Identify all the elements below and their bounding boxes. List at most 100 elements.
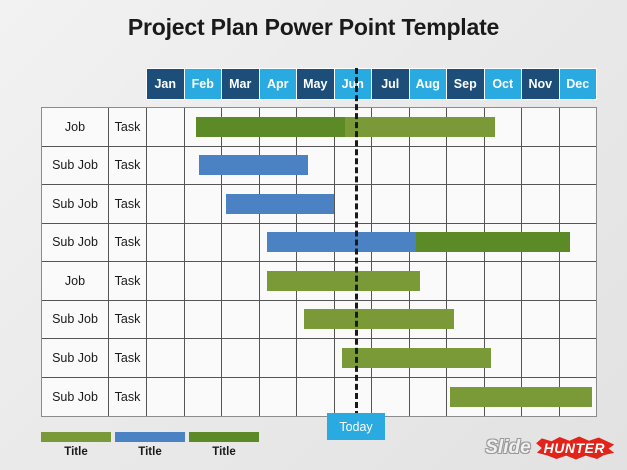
gridline-cell [560, 339, 597, 377]
gridline-cell [410, 146, 447, 184]
timeline-cell [147, 223, 596, 261]
gridline-cell [147, 377, 185, 416]
table-row[interactable]: Sub Job Task [42, 146, 596, 185]
legend-item[interactable]: Title [41, 432, 111, 458]
page-title: Project Plan Power Point Template [127, 14, 500, 40]
gridline-cell [185, 185, 222, 223]
gantt-bar-segment [345, 116, 495, 137]
timeline-cell [147, 377, 596, 416]
timeline-cell [147, 300, 597, 339]
legend-swatch [115, 432, 185, 442]
gridline-cell [147, 185, 185, 223]
gridline-cell [147, 223, 185, 261]
legend-item[interactable]: Title [115, 432, 185, 458]
gridline-cell [522, 262, 560, 300]
gridline-cell [485, 146, 522, 184]
legend-item[interactable]: Title [189, 432, 259, 458]
gridline-cell [297, 146, 335, 184]
month-cell-aug[interactable]: Aug [409, 68, 447, 100]
gantt-grid: Job Task Sub Job Task Sub Job Task Sub Job Task… [41, 107, 597, 417]
gridline-cell [485, 108, 522, 146]
gantt-bar-segment [304, 309, 454, 330]
month-cell-mar[interactable]: Mar [222, 68, 260, 100]
gridline-cell [335, 377, 372, 416]
legend-label: Title [138, 446, 162, 458]
gridline-cell [260, 300, 297, 338]
gridline-cell [485, 339, 522, 377]
table-row[interactable]: Sub Job Task [42, 339, 596, 378]
month-cell-jun[interactable]: Jun [334, 68, 372, 100]
gridline-cell [147, 262, 185, 300]
gantt-bar[interactable] [225, 193, 335, 214]
gridline-cell [522, 108, 560, 146]
gridline-cell [297, 377, 335, 416]
table-row[interactable]: Sub Job Task [42, 377, 596, 416]
timeline-cell [147, 339, 596, 377]
gridline-cell [560, 185, 597, 223]
job-cell: Sub Job [42, 185, 109, 223]
gridline-cell [560, 262, 597, 300]
gantt-bar[interactable] [266, 232, 570, 253]
task-cell: Task [109, 185, 147, 223]
gridline-cell [260, 377, 297, 416]
gridline-cell [372, 377, 410, 416]
gridline-cell [560, 108, 597, 146]
gantt-bar[interactable] [304, 309, 454, 330]
gridline-cell [560, 301, 597, 339]
task-cell: Task [109, 377, 147, 416]
month-cell-nov[interactable]: Nov [522, 68, 560, 100]
month-cell-dec[interactable]: Dec [559, 68, 597, 100]
gridline-cell [185, 300, 222, 338]
table-row[interactable]: Sub Job Task [42, 185, 596, 224]
job-cell: Sub Job [42, 300, 109, 338]
gridline-cell [522, 146, 560, 184]
gridline-cell [147, 300, 185, 338]
gridline-cell [522, 339, 560, 377]
gridline-cell [447, 185, 485, 223]
gridline-cell [485, 262, 522, 300]
gantt-bar[interactable] [195, 116, 495, 137]
gantt-bar[interactable] [450, 386, 593, 407]
timeline-cell [147, 108, 596, 146]
gantt-bar-segment [341, 347, 492, 368]
gridline-cell [147, 146, 185, 184]
gridline-cell [410, 377, 447, 416]
month-cell-sep[interactable]: Sep [447, 68, 485, 100]
gantt-bar-segment [450, 386, 593, 407]
gridline-cell [147, 339, 185, 377]
gridline-cell [260, 339, 297, 377]
gridline-cell [335, 185, 372, 223]
gridline-cell [297, 339, 335, 377]
gridline-cell [522, 185, 560, 223]
gridline-cell [447, 262, 485, 300]
gridline-cell [222, 223, 260, 261]
table-row[interactable]: Job Task [42, 262, 596, 301]
job-cell: Sub Job [42, 223, 109, 261]
job-cell: Job [42, 262, 109, 300]
slidehunter-logo: Slide HUNTER [485, 436, 615, 460]
gantt-bar[interactable] [266, 270, 421, 291]
today-marker-line [355, 68, 358, 417]
task-cell: Task [109, 108, 147, 146]
legend-swatch [189, 432, 259, 442]
gridline-cell [522, 300, 560, 338]
month-cell-may[interactable]: May [297, 68, 335, 100]
gridline-cell [447, 300, 485, 338]
table-row[interactable]: Sub Job Task [42, 223, 596, 262]
table-row[interactable]: Sub Job Task [42, 300, 597, 339]
today-badge: Today [327, 413, 385, 440]
month-cell-oct[interactable]: Oct [484, 68, 522, 100]
gridline-cell [410, 262, 447, 300]
gridline-cell [485, 300, 522, 338]
month-cell-jul[interactable]: Jul [372, 68, 410, 100]
table-row[interactable]: Job Task [42, 108, 596, 147]
timeline-cell [147, 146, 596, 184]
month-cell-apr[interactable]: Apr [259, 68, 297, 100]
gridline-cell [185, 262, 222, 300]
month-cell-jan[interactable]: Jan [146, 68, 185, 100]
gantt-bar[interactable] [199, 155, 308, 176]
gridline-cell [222, 339, 260, 377]
job-cell: Sub Job [42, 377, 109, 416]
month-cell-feb[interactable]: Feb [184, 68, 222, 100]
gantt-bar[interactable] [341, 347, 492, 368]
